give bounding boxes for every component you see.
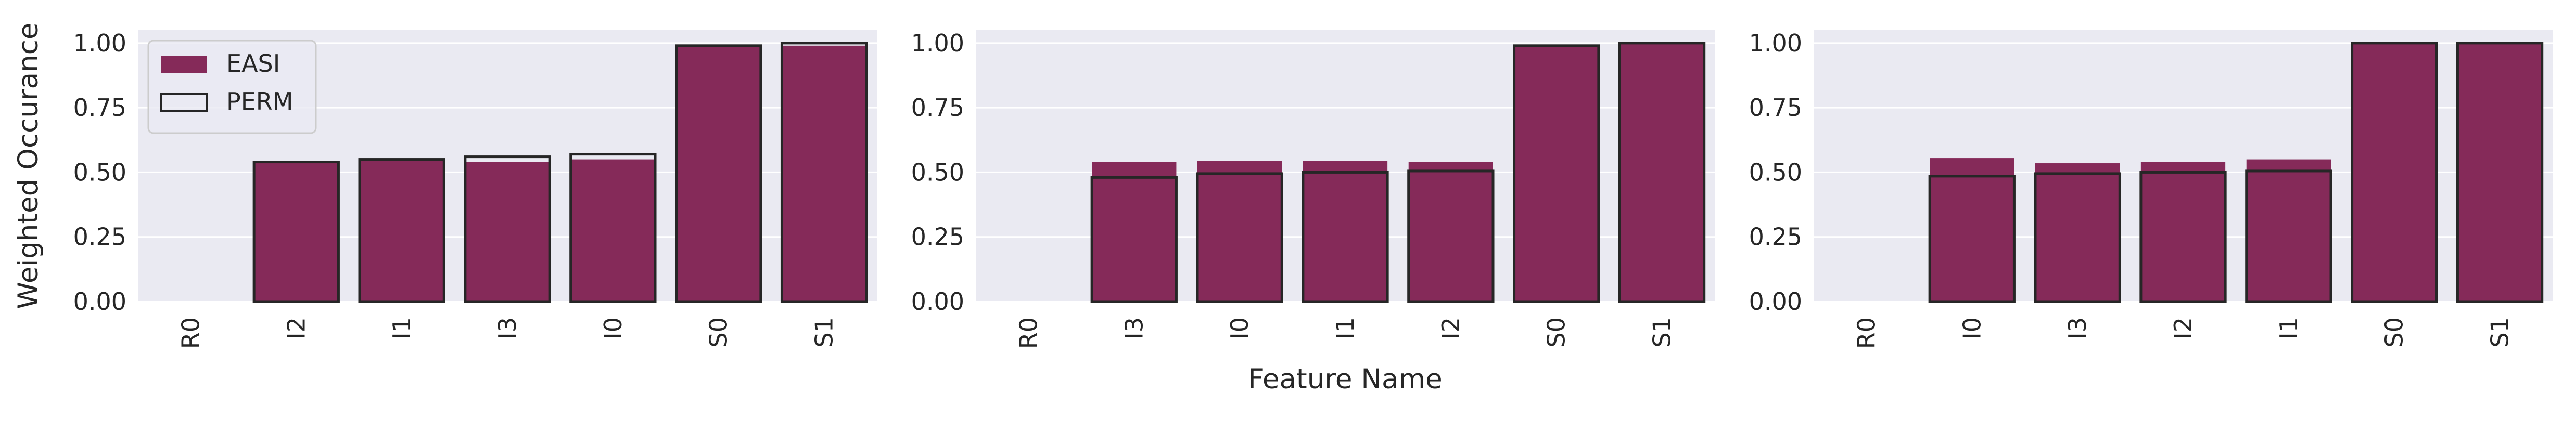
- bar-perm-S1: [780, 42, 868, 303]
- bar-perm-I2: [2139, 171, 2227, 303]
- y-tick-label: 0.50: [73, 158, 126, 186]
- x-tick-label: I3: [1120, 317, 1148, 339]
- y-axis-label: Weighted Occurance: [12, 23, 44, 309]
- x-tick-label: I0: [1226, 317, 1254, 339]
- x-tick-label: I0: [1958, 317, 1986, 339]
- x-tick-label: I1: [1331, 317, 1359, 339]
- x-tick-label: I1: [2275, 317, 2303, 339]
- x-tick-label: S1: [810, 317, 838, 347]
- bar-perm-S1: [1618, 42, 1706, 303]
- bar-easi-I0: [1930, 158, 2014, 302]
- y-tick-label: 1.00: [1749, 29, 1802, 57]
- x-tick-label: I2: [282, 317, 310, 339]
- x-tick-label: S1: [2486, 317, 2514, 347]
- x-tick-label: I3: [493, 317, 521, 339]
- bar-easi-S1: [782, 45, 866, 302]
- y-tick-label: 0.25: [1749, 223, 1802, 251]
- bar-perm-S0: [675, 44, 762, 303]
- bar-easi-S1: [2457, 43, 2542, 302]
- y-tick-label: 0.50: [911, 158, 964, 186]
- legend-label-perm: PERM: [226, 87, 293, 115]
- bar-easi-I3: [1092, 162, 1177, 302]
- x-axis-label: Feature Name: [1248, 363, 1442, 395]
- x-tick-label: I3: [2063, 317, 2092, 339]
- bar-easi-S0: [1514, 45, 1599, 302]
- y-tick-label: 0.00: [911, 288, 964, 316]
- x-tick-label: I0: [599, 317, 627, 339]
- bar-perm-S1: [2456, 42, 2544, 303]
- y-tick-label: 0.00: [1749, 288, 1802, 316]
- y-tick-label: 0.25: [911, 223, 964, 251]
- bar-perm-S0: [2351, 42, 2438, 303]
- bar-perm-I2: [1407, 169, 1495, 303]
- bar-perm-I0: [569, 153, 657, 303]
- y-tick-label: 1.00: [911, 29, 964, 57]
- bar-perm-I1: [2245, 169, 2332, 303]
- bar-easi-I1: [360, 159, 444, 302]
- x-tick-label: S0: [1542, 317, 1571, 347]
- y-tick-label: 0.00: [73, 288, 126, 316]
- bar-easi-I2: [2140, 162, 2226, 302]
- bar-easi-I2: [1408, 162, 1493, 302]
- bar-easi-S0: [2352, 43, 2437, 302]
- bar-perm-I3: [464, 155, 551, 303]
- x-tick-label: I2: [1437, 317, 1465, 339]
- bar-easi-I3: [2035, 163, 2120, 302]
- bar-perm-I1: [1302, 171, 1389, 303]
- bar-perm-I3: [1090, 176, 1178, 303]
- legend: EASI PERM: [147, 40, 317, 134]
- bar-perm-S0: [1513, 44, 1600, 303]
- bar-easi-I1: [2246, 159, 2331, 302]
- bar-easi-I3: [465, 162, 550, 302]
- bar-easi-I0: [570, 159, 655, 302]
- bar-perm-I0: [1928, 175, 2016, 303]
- bar-easi-I0: [1197, 161, 1282, 302]
- bar-easi-S1: [1619, 43, 1704, 302]
- subplot-2: 0.00 0.25 0.50 0.75 1.00 R0 I3 I0 I1 I2 S0 S1: [911, 29, 1715, 349]
- y-tick-label: 0.50: [1749, 158, 1802, 186]
- legend-swatch-perm: [160, 93, 208, 112]
- x-tick-label: R0: [1014, 317, 1042, 349]
- legend-label-easi: EASI: [226, 49, 280, 77]
- x-tick-label: R0: [1852, 317, 1880, 349]
- x-tick-label: R0: [176, 317, 205, 349]
- x-tick-label: S0: [705, 317, 733, 347]
- bar-perm-I0: [1196, 172, 1283, 303]
- legend-swatch-easi: [161, 56, 207, 73]
- y-tick-label: 1.00: [73, 29, 126, 57]
- x-tick-label: I2: [2169, 317, 2197, 339]
- subplot-3: 0.00 0.25 0.50 0.75 1.00 R0 I0 I3 I2 I1 S0 S1: [1749, 29, 2553, 349]
- x-tick-label: S1: [1648, 317, 1676, 347]
- y-tick-label: 0.75: [911, 94, 964, 122]
- y-tick-label: 0.25: [73, 223, 126, 251]
- y-tick-label: 0.75: [1749, 94, 1802, 122]
- y-tick-label: 0.75: [73, 94, 126, 122]
- bar-perm-I3: [2034, 172, 2121, 303]
- x-tick-label: S0: [2380, 317, 2408, 347]
- bar-easi-I2: [254, 162, 339, 302]
- bar-perm-I2: [252, 161, 340, 303]
- axis-labels: Weighted Occurance Feature Name: [12, 23, 1443, 395]
- x-tick-label: I1: [388, 317, 416, 339]
- bar-perm-I1: [358, 158, 445, 303]
- bar-easi-S0: [676, 45, 761, 302]
- subplot-1: 0.00 0.25 0.50 0.75 1.00 R0 I2 I1 I3 I0 S0 S1: [73, 29, 877, 349]
- bar-easi-I1: [1303, 161, 1388, 302]
